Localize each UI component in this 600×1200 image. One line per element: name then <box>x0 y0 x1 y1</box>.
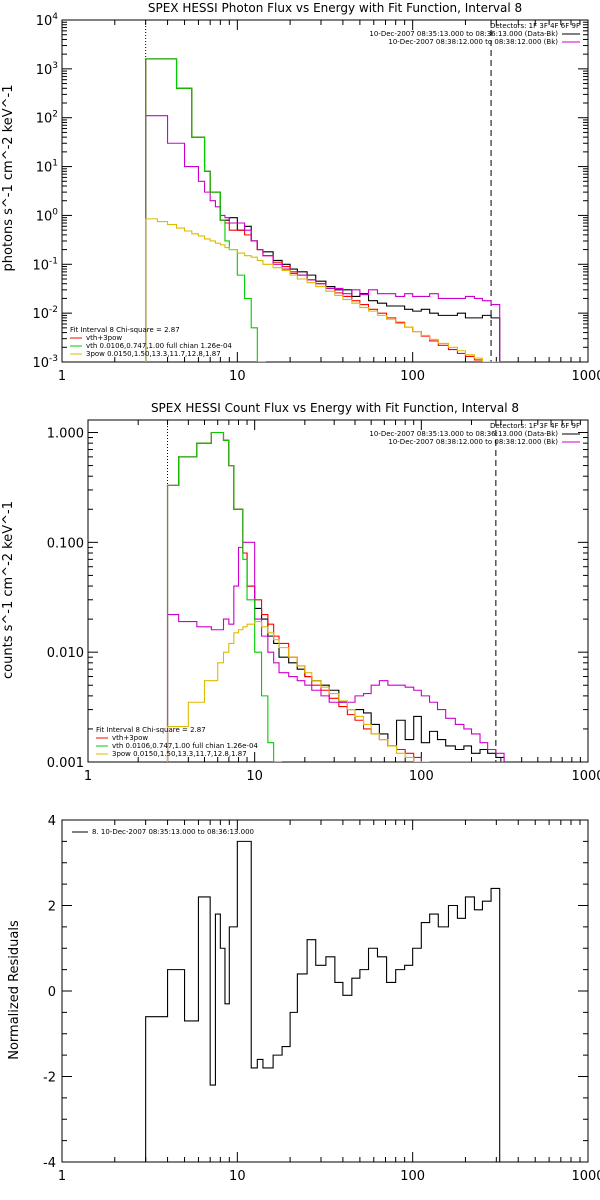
legend-entry: 10-Dec-2007 08:38:12.000 to 08:38:12.000… <box>388 438 558 446</box>
legend-entry: 3pow 0.0150,1.50,13.3,11.7,12.8,1.87 <box>86 350 221 358</box>
vth-series-line <box>166 431 282 762</box>
count-flux-title: SPEX HESSI Count Flux vs Energy with Fit… <box>151 401 519 415</box>
y-tick-label: 10-1 <box>32 256 58 273</box>
y-tick-label: 10-2 <box>32 305 58 322</box>
y-tick-label: 102 <box>36 110 58 127</box>
y-tick-label: 2 <box>48 900 56 915</box>
y-tick-label: 0 <box>48 985 56 1000</box>
y-tick-label: 103 <box>36 61 58 78</box>
3pow-series-line <box>145 218 500 362</box>
x-tick-label: 1 <box>58 369 66 384</box>
plot-frame <box>87 419 589 763</box>
residuals-ylabel: Normalized Residuals <box>7 920 22 1060</box>
legend-entry: 3pow 0.0150,1.50,13.3,11.7,12.8,1.87 <box>112 750 247 758</box>
y-tick-label: 100 <box>36 207 59 224</box>
y-tick-label: 0.010 <box>47 646 84 661</box>
legend-entry: Detectors: 1F 3F 4F 6F 9F <box>490 422 580 430</box>
legend-entry: vth 0.0106,0.747,1.00 full chian 1.26e-0… <box>112 742 258 750</box>
x-tick-label: 100 <box>400 1169 425 1184</box>
x-tick-label: 100 <box>400 369 425 384</box>
photon-flux-ylabel: photons s^-1 cm^-2 keV^-1 <box>1 84 16 271</box>
bk-series-line <box>166 541 505 762</box>
legend-entry: 10-Dec-2007 08:38:12.000 to 08:38:12.000… <box>388 38 558 46</box>
y-tick-label: -2 <box>43 1071 56 1086</box>
x-tick-label: 100 <box>409 769 434 784</box>
legend-entry: Fit Interval 8 Chi-square = 2.87 <box>70 326 180 334</box>
count-flux-panel: SPEX HESSI Count Flux vs Energy with Fit… <box>1 401 600 784</box>
vth-series-line <box>145 58 266 362</box>
y-tick-label: 0.100 <box>47 536 84 551</box>
plot-frame <box>61 19 589 363</box>
y-tick-label: -4 <box>43 1156 56 1171</box>
y-tick-label: 4 <box>48 814 56 829</box>
legend-entry: 8. 10-Dec-2007 08:35:13.000 to 08:36:13.… <box>92 828 254 836</box>
legend-entry: vth+3pow <box>86 334 122 342</box>
y-tick-label: 1.000 <box>47 427 84 442</box>
photon-flux-panel: SPEX HESSI Photon Flux vs Energy with Fi… <box>1 1 600 384</box>
legend-entry: vth+3pow <box>112 734 148 742</box>
y-tick-label: 104 <box>36 12 59 29</box>
y-tick-label: 10-3 <box>32 354 58 371</box>
x-tick-label: 10 <box>229 369 246 384</box>
residual-series-line <box>145 840 501 1162</box>
bk-series-line <box>145 115 501 362</box>
count-flux-ylabel: counts s^-1 cm^-2 keV^-1 <box>1 501 16 679</box>
photon-flux-title: SPEX HESSI Photon Flux vs Energy with Fi… <box>148 1 522 15</box>
x-tick-label: 10 <box>246 769 263 784</box>
x-tick-label: 10 <box>229 1169 246 1184</box>
x-tick-label: 1 <box>58 1169 66 1184</box>
y-tick-label: 0.001 <box>47 756 84 771</box>
legend-entry: Fit Interval 8 Chi-square = 2.87 <box>96 726 206 734</box>
legend-entry: vth 0.0106,0.747,1.00 full chian 1.26e-0… <box>86 342 232 350</box>
legend-entry: 10-Dec-2007 08:35:13.000 to 08:36:13.000… <box>369 30 558 38</box>
3pow-series-line <box>166 621 430 762</box>
legend-entry: 10-Dec-2007 08:35:13.000 to 08:36:13.000… <box>369 430 558 438</box>
x-tick-label: 1 <box>84 769 92 784</box>
y-tick-label: 101 <box>36 159 58 176</box>
legend-entry: Detectors: 1F 3F 4F 6F 9F <box>490 22 580 30</box>
